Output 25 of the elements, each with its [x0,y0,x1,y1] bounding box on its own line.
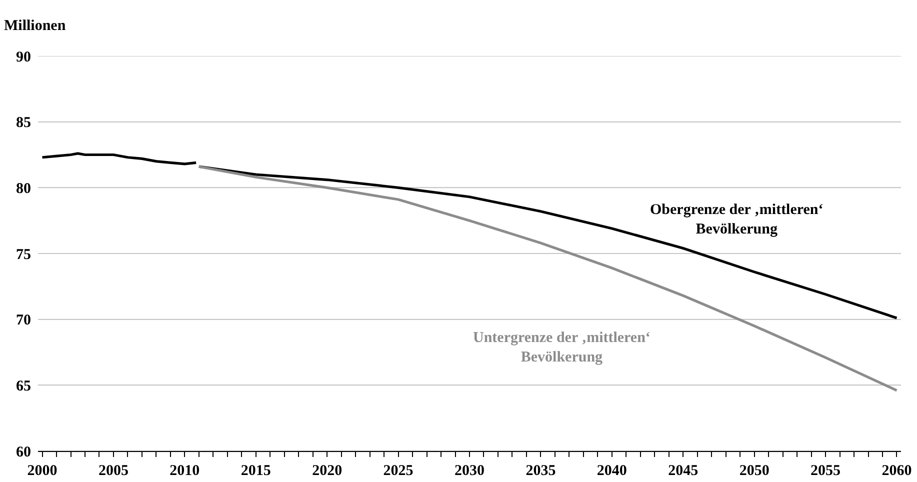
y-tick-label: 75 [16,246,31,263]
x-tick-label: 2060 [882,463,912,479]
y-tick-label: 70 [16,312,31,329]
y-tick-label: 85 [16,115,31,132]
line-series [198,165,898,392]
x-tick-label: 2005 [98,463,128,479]
x-tick-label: 2040 [596,463,627,479]
x-tick-label: 2020 [312,463,342,479]
x-tick-label: 2000 [27,463,58,479]
x-tick-label: 2025 [383,463,414,479]
y-tick-label: 90 [16,49,31,66]
y-axis-title: Millionen [4,18,66,34]
x-tick-label: 2035 [526,463,556,479]
line-series [40,152,198,166]
x-tick-label: 2030 [454,463,484,479]
x-tick-label: 2045 [668,463,698,479]
y-tick-label: 65 [16,378,31,394]
x-tick-label: 2050 [739,463,770,479]
x-tick-label: 2055 [810,463,841,479]
x-tick-label: 2010 [170,463,200,479]
series-label: Obergrenze der ‚mittleren‘ Bevölkerung [650,202,824,238]
y-tick-label: 80 [16,180,31,197]
y-tick-label: 60 [16,444,31,460]
x-tick-label: 2015 [240,463,271,479]
text: Untergrenze der ‚mittleren‘ Bevölkerung [473,330,650,366]
